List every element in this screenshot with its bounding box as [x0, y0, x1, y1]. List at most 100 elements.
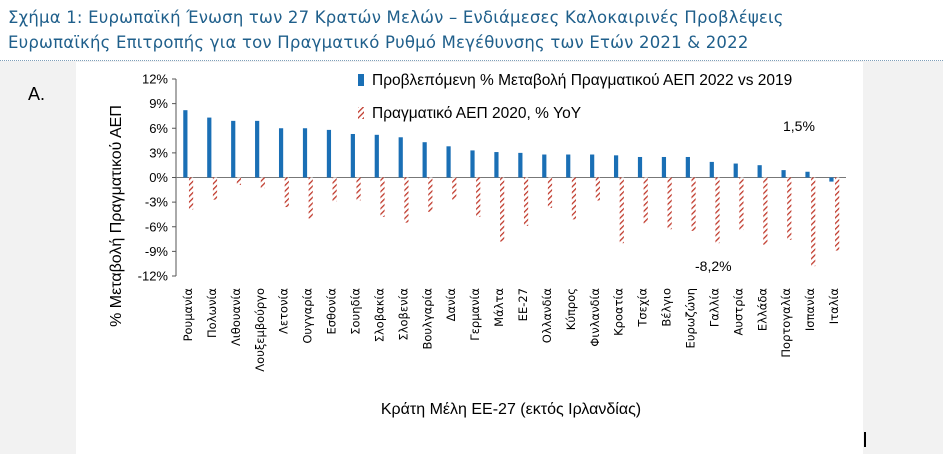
bar-actual-18 [595, 177, 600, 201]
bar-actual-2 [212, 177, 218, 200]
bar-forecast-8 [350, 133, 355, 178]
x-category-label: Ιταλία [827, 288, 841, 325]
bar-forecast-21 [661, 156, 667, 178]
panel-label: A. [28, 84, 46, 104]
x-category-label: Ουγγαρία [301, 288, 315, 344]
bar-actual-26 [787, 177, 792, 240]
x-category-label: Πολωνία [205, 288, 219, 338]
bar-forecast-27 [805, 171, 810, 178]
chart-area [76, 62, 863, 454]
x-category-label: Μάλτα [492, 288, 506, 327]
bar-forecast-5 [278, 128, 284, 178]
bar-forecast-26 [781, 170, 786, 178]
bar-actual-11 [428, 177, 433, 212]
bar-actual-5 [284, 177, 289, 208]
bar-actual-17 [571, 177, 577, 220]
x-category-label: Ρουμανία [181, 288, 195, 342]
bar-forecast-10 [398, 137, 403, 178]
bar-forecast-9 [374, 134, 379, 178]
bar-forecast-13 [470, 150, 475, 178]
bar-actual-8 [356, 177, 361, 201]
x-category-label: Βέλγιο [660, 288, 674, 327]
x-category-label: Κροατία [612, 288, 626, 336]
bar-forecast-24 [733, 163, 738, 178]
bar-actual-25 [763, 177, 768, 245]
bar-forecast-2 [207, 117, 212, 178]
x-category-label: Δανία [444, 288, 458, 322]
bar-forecast-1 [183, 110, 188, 178]
bar-actual-28 [835, 177, 840, 251]
x-category-label: Φινλανδία [588, 288, 602, 347]
x-category-label: Τσεχία [636, 288, 650, 328]
x-category-label: Λουξεμβούργο [253, 288, 267, 372]
bar-actual-14 [500, 177, 505, 242]
bar-actual-22 [691, 177, 696, 231]
annotation-greece-actual: -8,2% [695, 258, 732, 274]
bar-forecast-20 [637, 156, 643, 178]
bar-actual-16 [547, 177, 553, 208]
x-category-label: Αυστρία [731, 288, 745, 336]
bar-forecast-14 [494, 152, 499, 178]
bar-actual-13 [476, 177, 481, 217]
x-category-label: Ελλάδα [755, 288, 769, 331]
legend-swatch-forecast [358, 74, 364, 86]
bar-forecast-23 [709, 161, 714, 178]
legend-label-forecast: Προβλεπόμενη % Μεταβολή Πραγματικού ΑΕΠ … [372, 72, 792, 89]
bar-forecast-3 [231, 120, 236, 178]
bar-actual-10 [404, 177, 409, 223]
y-tick-label: 0% [149, 170, 168, 185]
y-tick-label: 3% [149, 145, 168, 160]
x-category-label: ΕΕ-27 [516, 288, 530, 321]
x-category-label: Σλοβακία [372, 288, 386, 343]
x-category-label: Λιθουανία [229, 288, 243, 346]
bar-forecast-4 [255, 120, 260, 178]
bar-actual-24 [739, 177, 744, 231]
bar-actual-12 [452, 177, 457, 200]
bar-forecast-7 [326, 129, 332, 178]
bar-actual-19 [619, 177, 624, 244]
bar-forecast-28 [829, 177, 834, 182]
x-category-label: Λετονία [277, 288, 291, 334]
bar-forecast-15 [518, 152, 523, 178]
x-category-label: Γερμανία [468, 288, 482, 341]
y-tick-label: -12% [138, 269, 169, 284]
bar-forecast-16 [542, 154, 547, 178]
bar-forecast-17 [566, 154, 571, 178]
legend-label-actual: Πραγματικό ΑΕΠ 2020, % YoY [372, 105, 581, 122]
y-tick-label: 6% [149, 121, 168, 136]
y-tick-label: -9% [145, 244, 169, 259]
bar-actual-23 [715, 177, 720, 244]
x-category-label: Κύπρος [564, 288, 578, 330]
x-category-label: Ισπανία [803, 288, 817, 331]
bar-actual-15 [523, 177, 529, 226]
annotation-greece-forecast: 1,5% [783, 118, 815, 134]
y-tick-label: -3% [145, 195, 169, 210]
bar-forecast-18 [590, 154, 595, 178]
x-category-label: Ολλανδία [540, 288, 554, 344]
x-category-label: Γαλλία [707, 288, 721, 327]
x-category-label: Βουλγαρία [420, 288, 434, 350]
bar-actual-1 [188, 177, 194, 210]
bar-forecast-12 [446, 146, 451, 178]
bar-actual-4 [260, 177, 265, 189]
figure-heading: Σχήμα 1: Ευρωπαϊκή Ένωση των 27 Κρατών Μ… [0, 0, 943, 61]
x-category-label: Εσθονία [325, 288, 339, 335]
bar-forecast-25 [757, 165, 762, 178]
bar-actual-21 [667, 177, 672, 230]
bar-forecast-22 [685, 156, 690, 178]
bar-forecast-6 [302, 128, 308, 178]
figure-title-line-2: Ευρωπαϊκής Επιτροπής για τον Πραγματικό … [8, 33, 749, 52]
bar-actual-27 [811, 177, 816, 267]
legend-swatch-actual [358, 107, 364, 119]
bar-forecast-19 [613, 155, 619, 178]
bar-actual-9 [380, 177, 385, 217]
x-category-label: Σλοβενία [396, 288, 410, 341]
bar-actual-20 [643, 177, 648, 224]
bar-forecast-11 [422, 142, 427, 178]
bar-actual-7 [332, 177, 337, 202]
bar-actual-3 [236, 177, 242, 185]
y-tick-label: 9% [149, 96, 168, 111]
x-axis-label: Κράτη Μέλη ΕΕ-27 (εκτός Ιρλανδίας) [381, 401, 641, 418]
x-category-label: Ευρωζώνη [683, 288, 697, 348]
